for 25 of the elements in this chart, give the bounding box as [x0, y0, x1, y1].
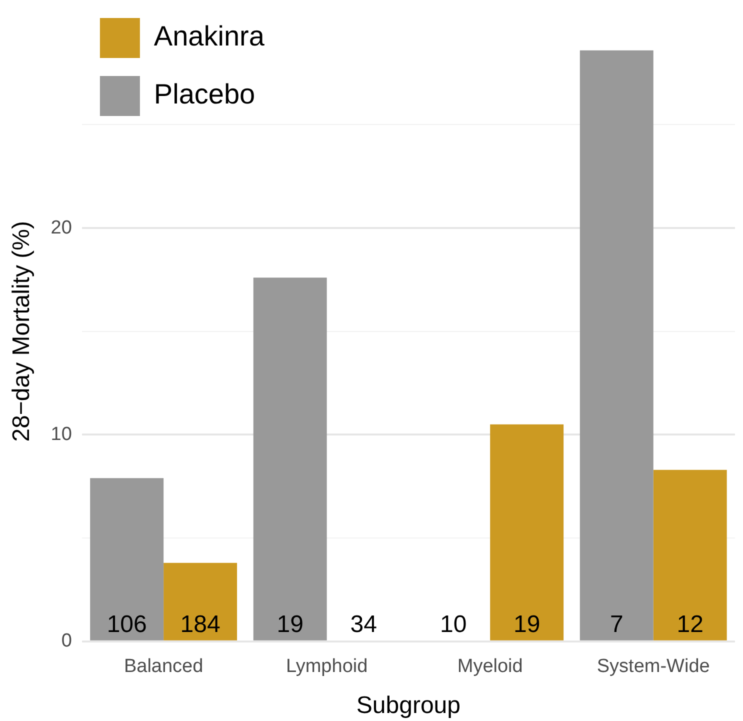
x-tick-label: Lymphoid — [286, 656, 368, 678]
annotation: 19 — [276, 611, 304, 638]
annotation: 10 — [440, 611, 467, 638]
bar — [253, 278, 327, 640]
x-axis-title: Subgroup — [356, 692, 461, 720]
legend-label: Anakinra — [154, 20, 265, 52]
y-axis-title: 28−day Mortality (%) — [8, 221, 36, 442]
y-tick-label: 10 — [50, 424, 72, 445]
x-tick-label: System-Wide — [596, 656, 710, 678]
bar — [653, 470, 727, 640]
x-tick-label: Myeloid — [457, 656, 523, 678]
bar — [580, 50, 654, 640]
annotation: 12 — [676, 611, 704, 638]
annotation: 184 — [180, 611, 220, 638]
bar — [490, 424, 564, 640]
annotation: 106 — [106, 611, 147, 638]
bar — [90, 478, 164, 640]
bar — [164, 562, 238, 640]
annotation: 34 — [350, 611, 377, 638]
y-tick-label: 20 — [50, 217, 72, 238]
annotation: 19 — [513, 611, 540, 638]
legend-label: Placebo — [154, 78, 256, 110]
y-tick-label: 0 — [61, 630, 72, 652]
annotation: 7 — [610, 611, 624, 638]
x-tick-label: Balanced — [124, 656, 204, 678]
